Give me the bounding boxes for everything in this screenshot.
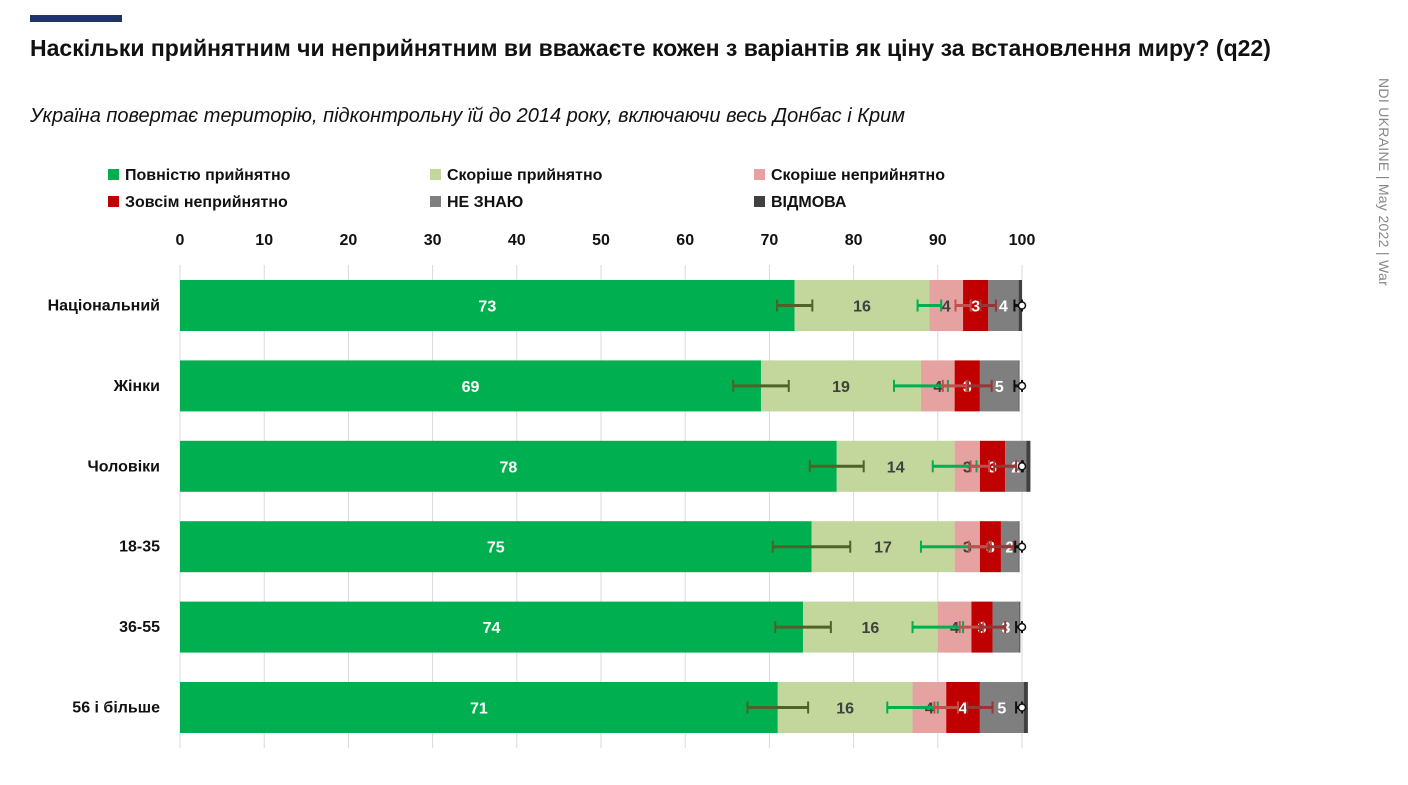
end-marker (1017, 381, 1027, 391)
data-label: 4 (959, 701, 968, 718)
data-label: 3 (971, 299, 980, 316)
x-tick-label: 20 (340, 232, 358, 249)
bar-row: 6919435 (180, 360, 1027, 412)
category-label: 56 і більше (72, 700, 160, 717)
data-label: 4 (999, 299, 1008, 316)
legend-swatch (430, 169, 441, 180)
bar-row: 7814332 (180, 440, 1031, 492)
end-marker (1017, 622, 1027, 632)
end-marker (1017, 462, 1027, 471)
bar-segment (180, 280, 795, 331)
title-accent-bar (30, 15, 122, 22)
data-label: 5 (997, 701, 1006, 718)
bar-row: 7517332 (180, 521, 1027, 573)
x-tick-label: 80 (845, 232, 863, 249)
x-tick-label: 50 (592, 232, 610, 249)
x-tick-label: 60 (676, 232, 694, 249)
data-label: 3 (988, 459, 997, 476)
x-tick-label: 30 (424, 232, 442, 249)
x-tick-label: 100 (1009, 232, 1036, 249)
bar-segment (180, 682, 778, 733)
category-label: Жінки (113, 378, 160, 395)
data-label: 16 (836, 701, 854, 718)
bar-segment (180, 360, 761, 412)
legend-label: Скоріше прийнятно (447, 167, 603, 184)
legend-label: Скоріше неприйнятно (771, 167, 945, 184)
data-label: 19 (832, 379, 850, 396)
legend-label: ВІДМОВА (771, 194, 847, 211)
stacked-bar-chart: Повністю прийнятно Скоріше прийнятно Скорі… (48, 167, 1036, 748)
x-axis-ticks: 0 10 20 30 40 50 60 70 80 90 100 (176, 232, 1036, 249)
bar-segment (180, 440, 837, 492)
data-label: 73 (478, 299, 496, 316)
x-tick-label: 70 (761, 232, 779, 249)
data-label: 5 (995, 379, 1004, 396)
data-label: 14 (887, 459, 905, 476)
legend-swatch (754, 169, 765, 180)
x-tick-label: 40 (508, 232, 526, 249)
grid (179, 265, 1023, 748)
end-marker (1017, 703, 1027, 712)
side-credit-text: NDI UKRAINE | May 2022 | War (1376, 78, 1392, 287)
legend-label: Повністю прийнятно (125, 167, 291, 184)
bar-segment (180, 601, 804, 653)
x-tick-label: 90 (929, 232, 947, 249)
data-label: 75 (487, 540, 505, 557)
category-label: 36-55 (119, 619, 160, 636)
data-label: 17 (874, 540, 892, 557)
data-label: 74 (483, 620, 501, 637)
x-tick-label: 0 (176, 232, 185, 249)
data-label: 69 (462, 379, 480, 396)
x-tick-label: 10 (255, 232, 273, 249)
side-credit: NDI UKRAINE | May 2022 | War (1370, 78, 1400, 338)
chart-title: Наскільки прийнятним чи неприйнятним ви … (30, 35, 1271, 61)
legend-swatch (108, 196, 119, 207)
category-label: Чоловіки (88, 458, 160, 475)
legend-label: Зовсім неприйнятно (125, 194, 288, 211)
bar-row: 7116445 (180, 682, 1028, 733)
chart-subtitle: Україна повертає територію, підконтрольн… (30, 105, 905, 127)
bars: 7316434691943578143327517332741643371164… (180, 280, 1031, 733)
data-label: 71 (470, 701, 488, 718)
bar-row: 7416433 (180, 601, 1027, 653)
legend-swatch (430, 196, 441, 207)
bar-segment (794, 280, 930, 331)
bar-row: 73 16 4 3 4 (180, 280, 1027, 331)
category-label: Національний (48, 298, 160, 315)
end-marker (1017, 301, 1027, 310)
data-label: 16 (853, 299, 871, 316)
data-label: 4 (942, 299, 951, 316)
legend: Повністю прийнятно Скоріше прийнятно Скорі… (108, 167, 945, 211)
legend-swatch (754, 196, 765, 207)
category-label: 18-35 (119, 539, 160, 556)
data-label: 16 (862, 620, 880, 637)
category-labels: Національний Жінки Чоловіки 18-35 36-55 56 і … (48, 298, 161, 717)
legend-swatch (108, 169, 119, 180)
end-marker (1017, 542, 1027, 551)
legend-label: НЕ ЗНАЮ (447, 194, 523, 211)
data-label: 78 (499, 459, 517, 476)
bar-segment (180, 521, 812, 573)
bar-segment (1026, 440, 1031, 492)
